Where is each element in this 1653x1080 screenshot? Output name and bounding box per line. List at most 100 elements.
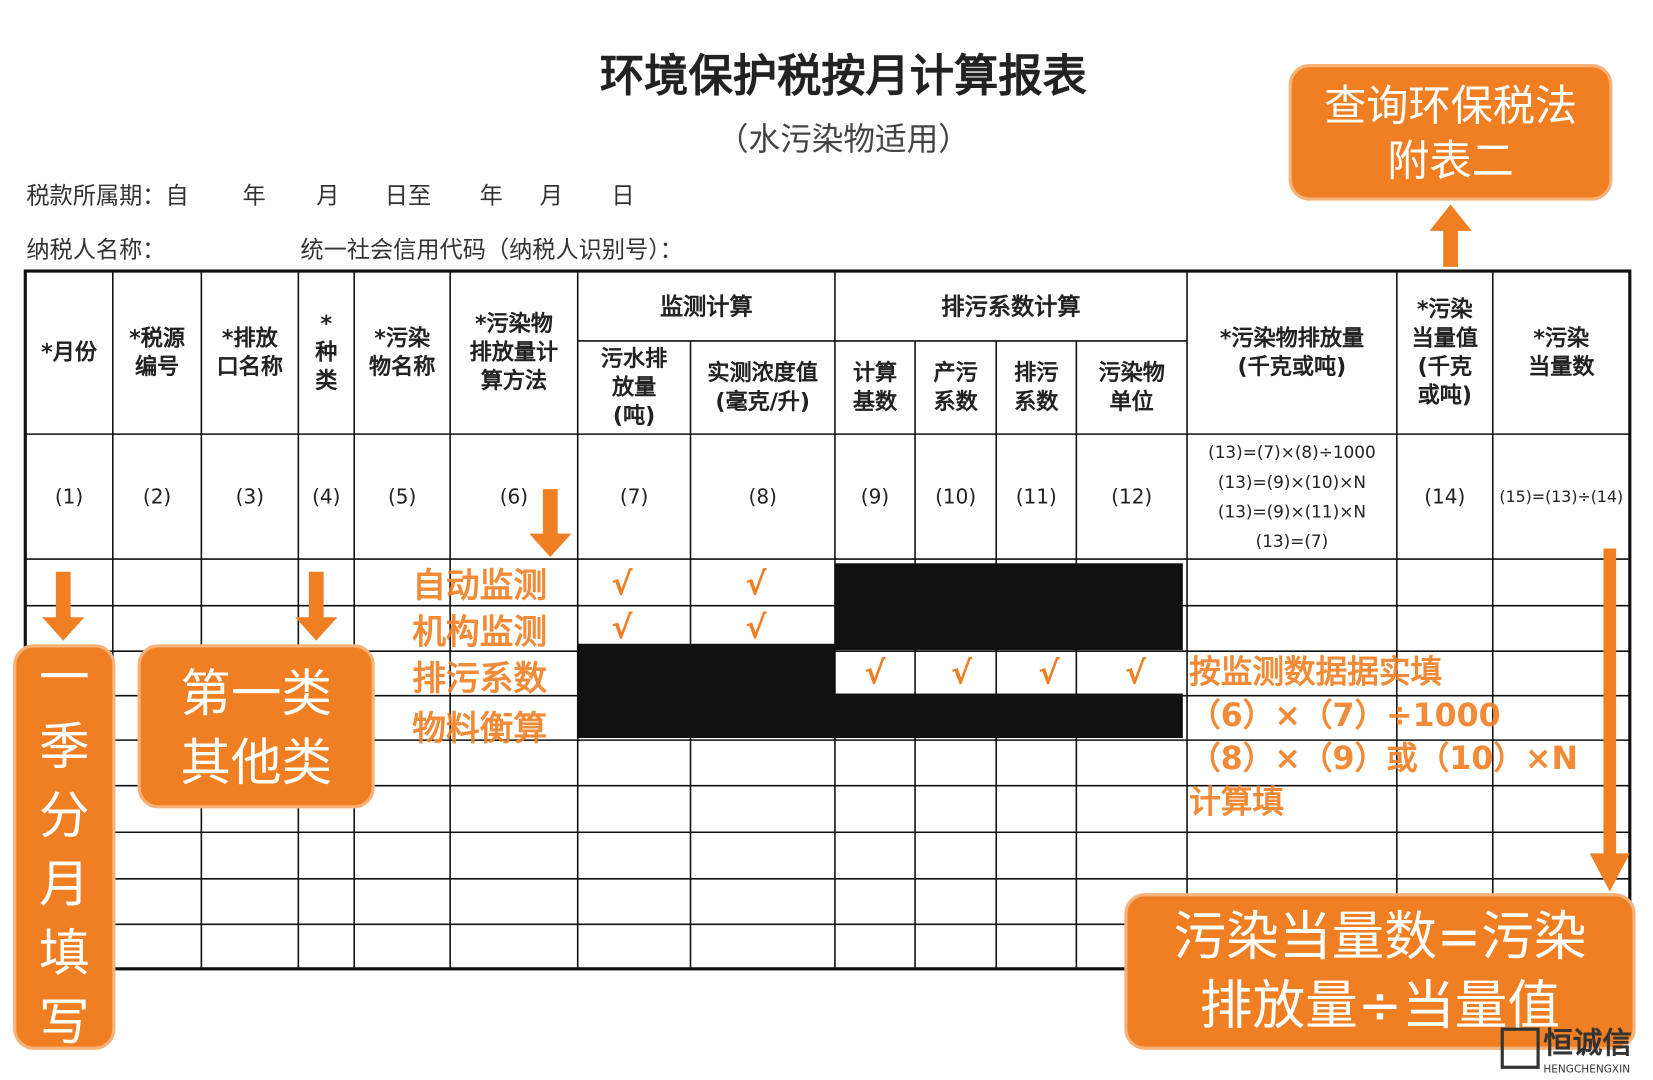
method-label: 排污系数 — [412, 659, 547, 698]
column-number: (3) — [236, 485, 264, 509]
column-number: (13)=(9)×(11)×N — [1218, 501, 1366, 521]
taxpayer-label: 纳税人名称： — [26, 236, 165, 263]
column-header: *污染 — [1533, 324, 1590, 351]
column-number: (2) — [143, 485, 171, 509]
column-number: (7) — [620, 485, 648, 509]
column-header: 种 — [315, 340, 337, 366]
column-number: (8) — [749, 485, 777, 509]
method-label: 物料衡算 — [412, 709, 547, 748]
column-number: (10) — [935, 485, 976, 509]
column-header: 放量 — [611, 373, 656, 400]
callout-text: 污染当量数=污染 — [1173, 906, 1586, 967]
period-text: 年 — [480, 182, 503, 209]
period-text: 日至 — [385, 182, 431, 209]
period-text: 税款所属期：自 — [26, 182, 188, 209]
check-mark: √ — [611, 566, 633, 602]
callout-box — [137, 644, 375, 809]
column-header: 当量值 — [1412, 324, 1478, 351]
group-header: 监测计算 — [660, 294, 753, 321]
check-mark: √ — [1038, 655, 1060, 691]
arrow — [42, 571, 85, 641]
check-mark: √ — [611, 610, 633, 646]
logo-latin: HENGCHENGXIN — [1543, 1063, 1630, 1075]
credit-code-label: 统一社会信用代码（纳税人识别号）： — [300, 236, 683, 263]
column-header: 算方法 — [481, 367, 547, 394]
column-number: (11) — [1016, 485, 1057, 509]
callout-text: 填 — [39, 923, 90, 982]
arrow — [1589, 853, 1630, 892]
column-header: 类 — [315, 368, 338, 394]
column-header: *污染物 — [475, 310, 553, 337]
column-header: * — [320, 311, 332, 337]
method-label: 自动监测 — [412, 566, 547, 605]
column-header: 物名称 — [369, 353, 435, 380]
column-header: 排污 — [1014, 360, 1058, 386]
arrow — [295, 571, 338, 641]
masked-cells — [834, 693, 1183, 738]
column-header: 口名称 — [217, 353, 283, 380]
callout-text: 查询环保税法 — [1324, 81, 1577, 130]
column-header: 污染物 — [1099, 359, 1165, 386]
callout-box — [1288, 64, 1613, 201]
check-mark: √ — [864, 655, 886, 691]
column-header: 当量数 — [1528, 354, 1595, 380]
column-header: *污染 — [1417, 296, 1474, 323]
column-number: (13)=(7) — [1256, 531, 1329, 551]
masked-cells — [577, 643, 835, 738]
callout-box — [13, 644, 116, 1050]
column-header: *月份 — [41, 340, 98, 366]
column-header: (千克 — [1418, 353, 1472, 380]
callout-box — [1124, 893, 1636, 1050]
title: 环境保护税按月计算报表 — [600, 51, 1088, 102]
column-number: (12) — [1111, 485, 1152, 509]
column-header: 编号 — [135, 353, 179, 380]
column-header: 或吨) — [1418, 382, 1472, 408]
logo-name: 恒诚信 — [1543, 1026, 1632, 1060]
group-header: 排污系数计算 — [941, 294, 1080, 321]
column-number: (13)=(9)×(10)×N — [1218, 472, 1366, 492]
callout-text: 排放量÷当量值 — [1200, 975, 1560, 1036]
column-header: *污染 — [374, 324, 431, 351]
fill-note: 计算填 — [1189, 784, 1284, 821]
masked-cells — [834, 563, 1183, 651]
period-text: 年 — [242, 182, 265, 209]
period-text: 日 — [611, 182, 634, 209]
column-header: 排放量计 — [470, 339, 559, 366]
column-number: (5) — [388, 485, 416, 509]
column-header: (毫克/升) — [715, 388, 810, 415]
column-number: (15)=(13)÷(14) — [1499, 487, 1623, 506]
column-header: *污染物排放量 — [1220, 324, 1364, 351]
column-header: 产污 — [934, 359, 978, 386]
column-number: (4) — [312, 485, 340, 509]
check-mark: √ — [951, 655, 973, 691]
callout-text: 第一类 — [180, 664, 332, 723]
subtitle: （水污染物适用） — [717, 122, 970, 158]
column-header: 单位 — [1110, 388, 1154, 415]
column-header: 系数 — [934, 389, 979, 415]
callout-text: 其他类 — [180, 733, 332, 792]
fill-note: （8）×（9）或（10）×N — [1189, 741, 1578, 777]
column-number: (6) — [500, 485, 528, 509]
period-text: 月 — [540, 182, 563, 209]
logo-icon — [1500, 1027, 1540, 1069]
column-header: (千克或吨) — [1238, 353, 1347, 380]
table-border — [23, 269, 1632, 971]
callout-text: 分 — [39, 786, 90, 845]
callout-text: 附表二 — [1387, 136, 1513, 185]
column-header: *税源 — [129, 324, 185, 351]
check-mark: √ — [745, 566, 767, 602]
arrow — [529, 489, 572, 557]
column-header: 实测浓度值 — [707, 359, 818, 386]
callout-text: 月 — [39, 855, 90, 914]
column-header: 系数 — [1014, 389, 1059, 415]
column-header: 计算 — [853, 359, 897, 386]
column-number: (1) — [55, 485, 83, 509]
arrow — [1429, 204, 1472, 267]
column-number: (14) — [1424, 485, 1465, 509]
callout-text: 季 — [39, 717, 90, 776]
callout-text: 写 — [39, 992, 90, 1051]
fill-note: （6）×（7）÷1000 — [1189, 698, 1500, 734]
arrow-line — [1603, 548, 1617, 856]
column-number: (13)=(7)×(8)÷1000 — [1208, 442, 1376, 462]
column-header: *排放 — [222, 324, 279, 351]
